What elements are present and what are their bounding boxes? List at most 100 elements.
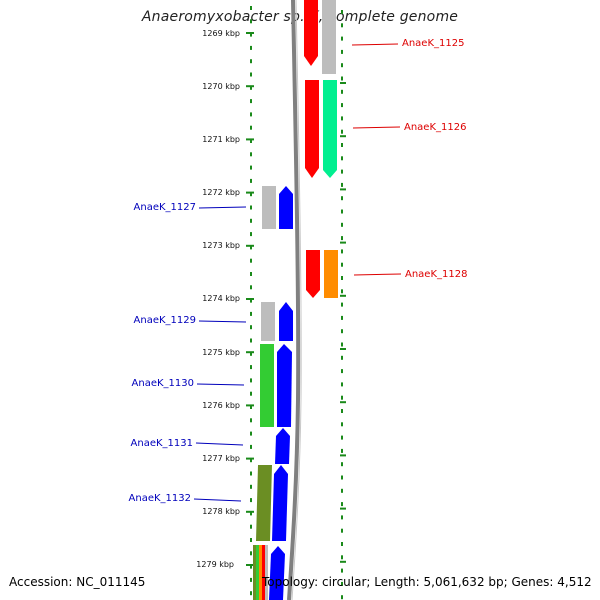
gene-label-anaek-1126[interactable]: AnaeK_1126 [404,122,466,133]
gene-feature-anaek-1125[interactable] [304,0,336,74]
ruler-dot [341,196,343,201]
ruler-major-tick [340,454,346,457]
ruler-dot [250,391,252,396]
ruler-dot [250,272,252,276]
ruler-dot [341,448,343,453]
gene-feature-anaek-1129[interactable] [261,302,293,341]
ruler-dot [341,435,343,440]
ruler-dot [341,76,343,81]
gene-feature-anaek-1128[interactable] [306,250,338,298]
gene-arrow-blue [272,465,288,541]
gene-bar-multicolor [256,545,259,600]
gene-label-anaek-1127[interactable]: AnaeK_1127 [134,202,196,213]
gene-arrow-red [305,80,319,178]
ruler-dot [250,258,252,263]
ruler-dot [341,116,343,121]
gene-feature-anaek-1126[interactable] [305,80,337,178]
ruler-dot [341,129,343,134]
ruler-dot [341,182,343,187]
ruler-dot [341,382,343,387]
genome-summary-text: Topology: circular; Length: 5,061,632 bp… [262,575,592,589]
ruler-dot [341,568,343,573]
gene-label-anaek-1129[interactable]: AnaeK_1129 [134,315,196,326]
ruler-dot [250,591,252,596]
ruler-major-tick [246,510,254,513]
gene-arrow-blue [269,546,285,600]
gene-feature-cluster-bottom[interactable] [253,545,285,600]
ruler-dot [250,45,252,50]
ruler-dot [250,125,252,130]
gene-label-anaek-1131[interactable]: AnaeK_1131 [131,438,193,449]
ruler-major-tick [246,191,254,194]
ruler-dot [341,262,343,267]
ruler-dot [341,36,343,41]
gene-feature-anaek-1131[interactable] [275,428,290,464]
ruler-dot [250,192,252,197]
ruler-dot [250,564,252,569]
leader-line [196,383,245,386]
ruler-dot [250,245,252,250]
ruler-dot [341,369,343,374]
ruler-dot [341,89,343,94]
ruler-major-tick [340,294,346,297]
ruler-dot [341,156,343,161]
ruler-dot [341,329,343,334]
gene-arrow-blue [275,428,290,464]
ruler-dot [341,542,343,546]
ruler-dot [250,72,252,77]
ruler-major-tick [246,564,254,566]
tick-label: 1278 kbp [202,507,240,516]
gene-arrow-blue [279,186,293,229]
ruler-dot [341,515,343,520]
tick-label: 1274 kbp [202,294,240,303]
ruler-dot [341,169,343,174]
gene-label-anaek-1132[interactable]: AnaeK_1132 [129,493,191,504]
gene-bar-gray [261,302,275,341]
genome-title: Anaeromyxobacter sp. K, complete genome [141,9,459,25]
gene-label-anaek-1130[interactable]: AnaeK_1130 [132,378,194,389]
ruler-dot [250,325,252,330]
ruler-dot [341,475,343,480]
ruler-dot [341,236,343,241]
ruler-dot [341,143,343,147]
ruler-dot [250,112,252,117]
leader-line [351,43,399,46]
ruler-major-tick [340,401,346,404]
ruler-dot [341,289,343,294]
ruler-dot [250,285,252,290]
ruler-dot [341,209,343,214]
gene-arrow-green [323,80,337,178]
tick-label: 1270 kbp [202,82,240,91]
gene-bar-gray [262,186,276,229]
tick-label: 1275 kbp [202,348,240,357]
ruler-dot [250,298,252,303]
ruler-dot [250,351,252,356]
ruler-dot [250,551,252,556]
ruler-major-tick [340,135,346,138]
gene-feature-anaek-1132[interactable] [256,465,288,541]
tick-label: 1276 kbp [202,401,240,410]
ruler-dot [341,595,343,600]
gene-labels-right: AnaeK_1125 AnaeK_1126 AnaeK_1128 [351,38,467,280]
ruler-dot [250,418,252,423]
gene-bar-green [260,344,274,427]
genome-backbone [287,0,301,600]
ruler-dot [250,152,252,157]
ruler-dot [250,378,252,383]
gene-feature-anaek-1127[interactable] [262,186,293,229]
ruler-major-tick [246,32,254,34]
leader-line [353,273,402,276]
gene-arrow-blue [279,302,293,341]
gene-feature-anaek-1130[interactable] [260,344,292,427]
ruler-dot [250,99,252,104]
ruler-dot [250,178,252,183]
ruler-dot [250,458,252,463]
ruler-dot [341,23,343,28]
gene-label-anaek-1125[interactable]: AnaeK_1125 [402,38,464,49]
gene-label-anaek-1128[interactable]: AnaeK_1128 [405,269,467,280]
ruler-dot [341,395,343,400]
ruler-major-tick [246,85,254,88]
ruler-dot [250,498,252,503]
ruler-dot [250,444,252,449]
ruler-dot [250,139,252,143]
